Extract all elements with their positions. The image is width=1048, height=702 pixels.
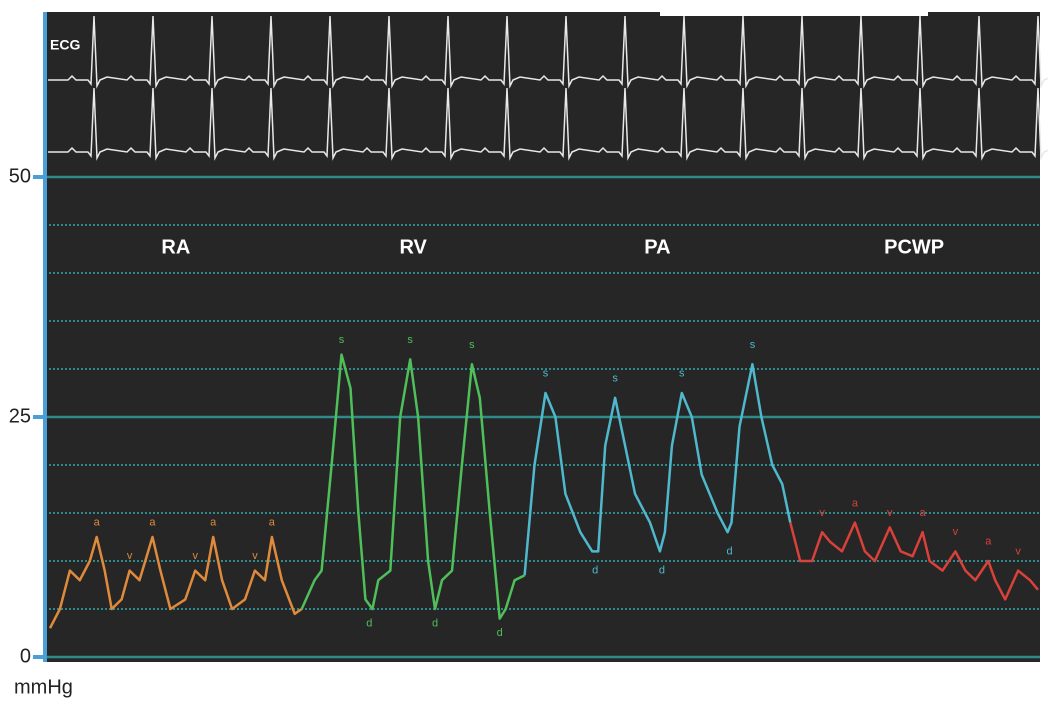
wave-annotation: a	[269, 517, 276, 529]
wave-annotation: s	[339, 334, 345, 346]
chamber-label: RV	[399, 236, 427, 258]
wave-annotation: s	[407, 334, 413, 346]
wave-annotation: s	[469, 339, 475, 351]
wave-annotation: d	[366, 617, 372, 629]
chamber-label: PCWP	[884, 236, 944, 258]
wave-annotation: a	[852, 497, 859, 509]
y-unit-label: mmHg	[14, 676, 73, 698]
ecg-line	[48, 15, 1048, 89]
wave-annotation: s	[679, 368, 685, 380]
pressure-line	[523, 362, 792, 576]
pressure-line	[300, 353, 526, 620]
wave-annotation: v	[1015, 545, 1021, 557]
pressure-line	[48, 535, 303, 629]
wave-annotation: v	[887, 507, 893, 519]
wave-annotation: s	[612, 373, 618, 385]
wave-annotation: s	[750, 339, 756, 351]
y-tick-label: 25	[9, 405, 31, 427]
wave-annotation: v	[252, 550, 258, 562]
chamber-label: PA	[644, 236, 670, 258]
wave-annotation: d	[659, 565, 665, 577]
wave-annotation: a	[985, 536, 992, 548]
ecg-line	[48, 87, 1048, 161]
ecg-label: ECG	[50, 37, 80, 53]
top-strip	[660, 12, 928, 16]
wave-annotation: v	[953, 526, 959, 538]
wave-annotation: v	[819, 507, 825, 519]
wave-annotation: d	[592, 565, 598, 577]
wave-annotation: a	[149, 517, 156, 529]
chamber-label: RA	[161, 236, 190, 258]
wave-annotation: a	[94, 517, 101, 529]
pressure-line	[789, 521, 1039, 601]
wave-annotation: v	[127, 550, 133, 562]
wave-annotation: d	[497, 627, 503, 639]
plot-background	[45, 12, 1040, 662]
wave-annotation: d	[432, 617, 438, 629]
y-tick-label: 50	[9, 165, 31, 187]
wave-annotation: a	[920, 507, 927, 519]
ecg-trace	[48, 15, 1048, 161]
y-tick-label: 0	[20, 645, 31, 667]
wave-annotation: d	[726, 545, 732, 557]
wave-annotation: v	[192, 550, 198, 562]
wave-annotation: a	[210, 517, 217, 529]
wave-annotation: s	[543, 368, 549, 380]
